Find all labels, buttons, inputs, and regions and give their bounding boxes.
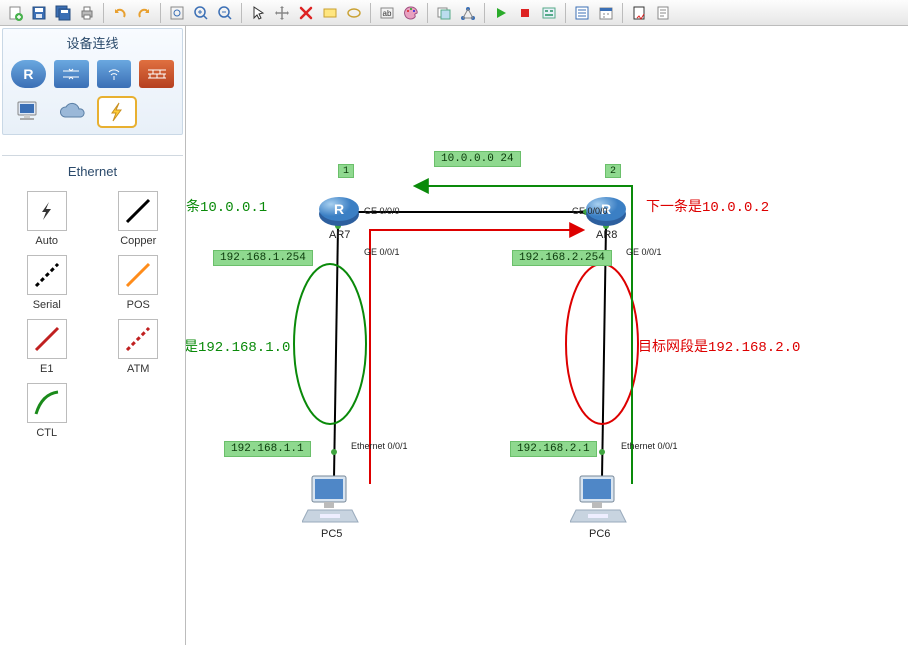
separator [622, 3, 623, 23]
linktype-atm[interactable]: ATM [108, 319, 170, 375]
palette-title: 设备连线 [3, 29, 182, 58]
annotation: 目标网段是192.168.2.0 [638, 336, 800, 356]
node-badge: 1 [338, 164, 354, 178]
svg-text:ab: ab [383, 9, 392, 18]
node-label: AR7 [329, 229, 350, 241]
tb-rect-icon[interactable] [319, 2, 341, 24]
tb-pointer-icon[interactable] [247, 2, 269, 24]
device-firewall-icon[interactable] [139, 60, 174, 88]
tb-stop-icon[interactable] [514, 2, 536, 24]
tb-zoomout-icon[interactable] [214, 2, 236, 24]
subnet-label: 10.0.0.0 24 [434, 151, 521, 167]
node-label: AR8 [596, 229, 617, 241]
tb-schedule-icon[interactable] [595, 2, 617, 24]
annotation: 下一条是10.0.0.2 [646, 196, 769, 216]
tb-undo-icon[interactable] [109, 2, 131, 24]
port-label: GE 0/0/1 [364, 247, 400, 257]
tb-doc-icon[interactable] [652, 2, 674, 24]
tb-text-icon[interactable]: ab [376, 2, 398, 24]
device-cloud-icon[interactable] [55, 98, 91, 126]
port-label: GE 0/0/0 [572, 206, 608, 216]
port-label: Ethernet 0/0/1 [621, 441, 678, 451]
tb-topo-icon[interactable] [457, 2, 479, 24]
linktype-serial[interactable]: Serial [16, 255, 78, 311]
linktype-auto[interactable]: Auto [16, 191, 78, 247]
annotation: 目标网段是192.168.1.0 [186, 336, 290, 356]
tb-delete-icon[interactable] [295, 2, 317, 24]
tb-ellipse-icon[interactable] [343, 2, 365, 24]
tb-pan-icon[interactable] [271, 2, 293, 24]
tb-list-icon[interactable] [571, 2, 593, 24]
separator [241, 3, 242, 23]
linktype-ctl[interactable]: CTL [16, 383, 78, 439]
linktype-e1[interactable]: E1 [16, 319, 78, 375]
separator [160, 3, 161, 23]
annotation: 下一条10.0.0.1 [186, 196, 267, 216]
separator [565, 3, 566, 23]
node-badge: 2 [605, 164, 621, 178]
linktype-copper[interactable]: Copper [108, 191, 170, 247]
separator [427, 3, 428, 23]
tb-play-icon[interactable] [490, 2, 512, 24]
category-title: Ethernet [2, 155, 183, 183]
tb-export-icon[interactable] [628, 2, 650, 24]
tb-print-icon[interactable] [76, 2, 98, 24]
link-type-grid: Auto Copper Serial POS E1 ATM [0, 183, 185, 447]
separator [484, 3, 485, 23]
topology-canvas[interactable]: R AR7 1 R AR8 2 GE 0/0/0 GE 0/0/1 GE 0/0… [186, 26, 908, 645]
tb-palette-icon[interactable] [400, 2, 422, 24]
node-label: PC5 [321, 528, 342, 540]
tb-layers-icon[interactable] [433, 2, 455, 24]
gateway-label: 192.168.1.254 [213, 250, 313, 266]
svg-text:R: R [334, 201, 344, 217]
device-bolt-icon[interactable] [99, 98, 135, 126]
port-label: GE 0/0/0 [364, 206, 400, 216]
device-palette: 设备连线 R [0, 26, 186, 645]
port-label: GE 0/0/1 [626, 247, 662, 257]
tb-zoomin-icon[interactable] [190, 2, 212, 24]
hostip-label: 192.168.1.1 [224, 441, 311, 457]
tb-capture-icon[interactable] [538, 2, 560, 24]
gateway-label: 192.168.2.254 [512, 250, 612, 266]
hostip-label: 192.168.2.1 [510, 441, 597, 457]
node-router-ar7[interactable]: R [317, 194, 361, 231]
tb-redo-icon[interactable] [133, 2, 155, 24]
tb-save-icon[interactable] [28, 2, 50, 24]
linktype-pos[interactable]: POS [108, 255, 170, 311]
toolbar: ab [0, 0, 908, 26]
node-pc6[interactable] [570, 474, 628, 529]
separator [370, 3, 371, 23]
node-label: PC6 [589, 528, 610, 540]
tb-saveall-icon[interactable] [52, 2, 74, 24]
tb-new-icon[interactable] [4, 2, 26, 24]
tb-zoomfit-icon[interactable] [166, 2, 188, 24]
device-host-icon[interactable] [11, 98, 47, 126]
port-label: Ethernet 0/0/1 [351, 441, 408, 451]
separator [103, 3, 104, 23]
device-wireless-icon[interactable] [97, 60, 132, 88]
device-switch-icon[interactable] [54, 60, 89, 88]
node-pc5[interactable] [302, 474, 360, 529]
device-router-icon[interactable]: R [11, 60, 46, 88]
